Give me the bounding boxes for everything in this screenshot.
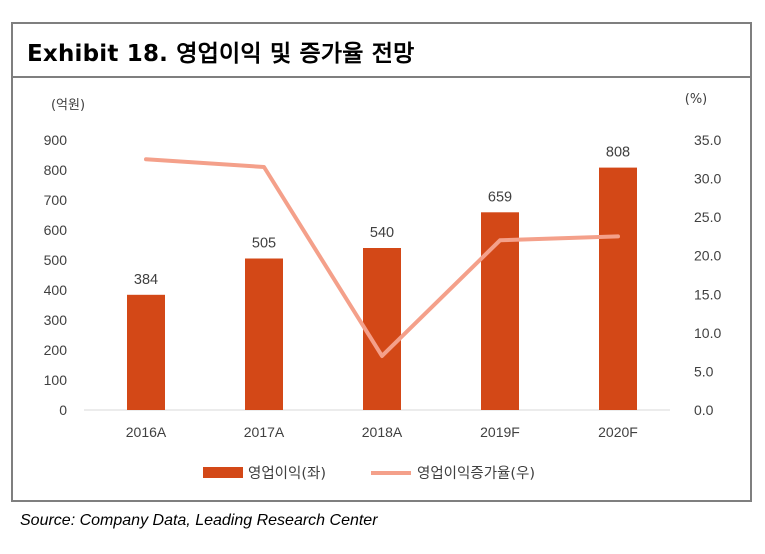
x-tick-label: 2018A (362, 424, 403, 440)
bar (599, 167, 637, 410)
bar-data-label: 505 (252, 236, 276, 252)
bar-series: 384 505 540 659 808 (127, 145, 637, 410)
left-axis-unit: (억원) (51, 98, 85, 113)
left-tick-label: 400 (44, 282, 68, 298)
x-tick-label: 2016A (126, 424, 167, 440)
left-tick-label: 600 (44, 222, 68, 238)
legend-bar-swatch (203, 467, 243, 478)
left-tick-label: 100 (44, 372, 68, 388)
source-note: Source: Company Data, Leading Research C… (20, 512, 378, 529)
left-tick-label: 800 (44, 162, 68, 178)
exhibit-title: Exhibit 18. 영업이익 및 증가율 전망 (27, 41, 415, 67)
x-tick-label: 2020F (598, 424, 638, 440)
legend-line-label: 영업이익증가율(우) (417, 465, 535, 482)
title-bar: Exhibit 18. 영업이익 및 증가율 전망 (13, 24, 750, 78)
left-axis: (억원) 0 100 200 300 400 500 600 700 800 900 (44, 98, 85, 418)
bar-data-label: 384 (134, 272, 158, 288)
legend-bar-label: 영업이익(좌) (248, 465, 326, 482)
bar (481, 212, 519, 410)
right-tick-label: 5.0 (694, 363, 714, 379)
left-tick-label: 200 (44, 342, 68, 358)
left-tick-label: 700 (44, 192, 68, 208)
legend: 영업이익(좌) 영업이익증가율(우) (203, 465, 535, 482)
bar-data-label: 659 (488, 189, 512, 205)
bar (245, 258, 283, 410)
line-series (144, 157, 620, 358)
bar-data-label: 540 (370, 225, 394, 241)
x-axis-ticks: 2016A 2017A 2018A 2019F 2020F (126, 424, 638, 440)
right-tick-label: 35.0 (694, 132, 721, 148)
left-tick-label: 300 (44, 312, 68, 328)
right-tick-label: 30.0 (694, 171, 721, 187)
right-axis-unit: (%) (685, 92, 708, 107)
right-axis: (%) 0.0 5.0 10.0 15.0 20.0 25.0 30.0 35.0 (685, 92, 722, 418)
right-tick-label: 10.0 (694, 325, 721, 341)
bar (127, 294, 165, 410)
right-tick-label: 20.0 (694, 248, 721, 264)
x-tick-label: 2017A (244, 424, 285, 440)
x-tick-label: 2019F (480, 424, 520, 440)
bar-data-label: 808 (606, 145, 630, 161)
bar (363, 248, 401, 410)
exhibit-frame: Exhibit 18. 영업이익 및 증가율 전망 (11, 22, 752, 502)
right-tick-label: 0.0 (694, 402, 714, 418)
left-tick-label: 500 (44, 252, 68, 268)
left-tick-label: 900 (44, 132, 68, 148)
right-tick-label: 15.0 (694, 286, 721, 302)
right-tick-label: 25.0 (694, 209, 721, 225)
left-tick-label: 0 (59, 402, 67, 418)
